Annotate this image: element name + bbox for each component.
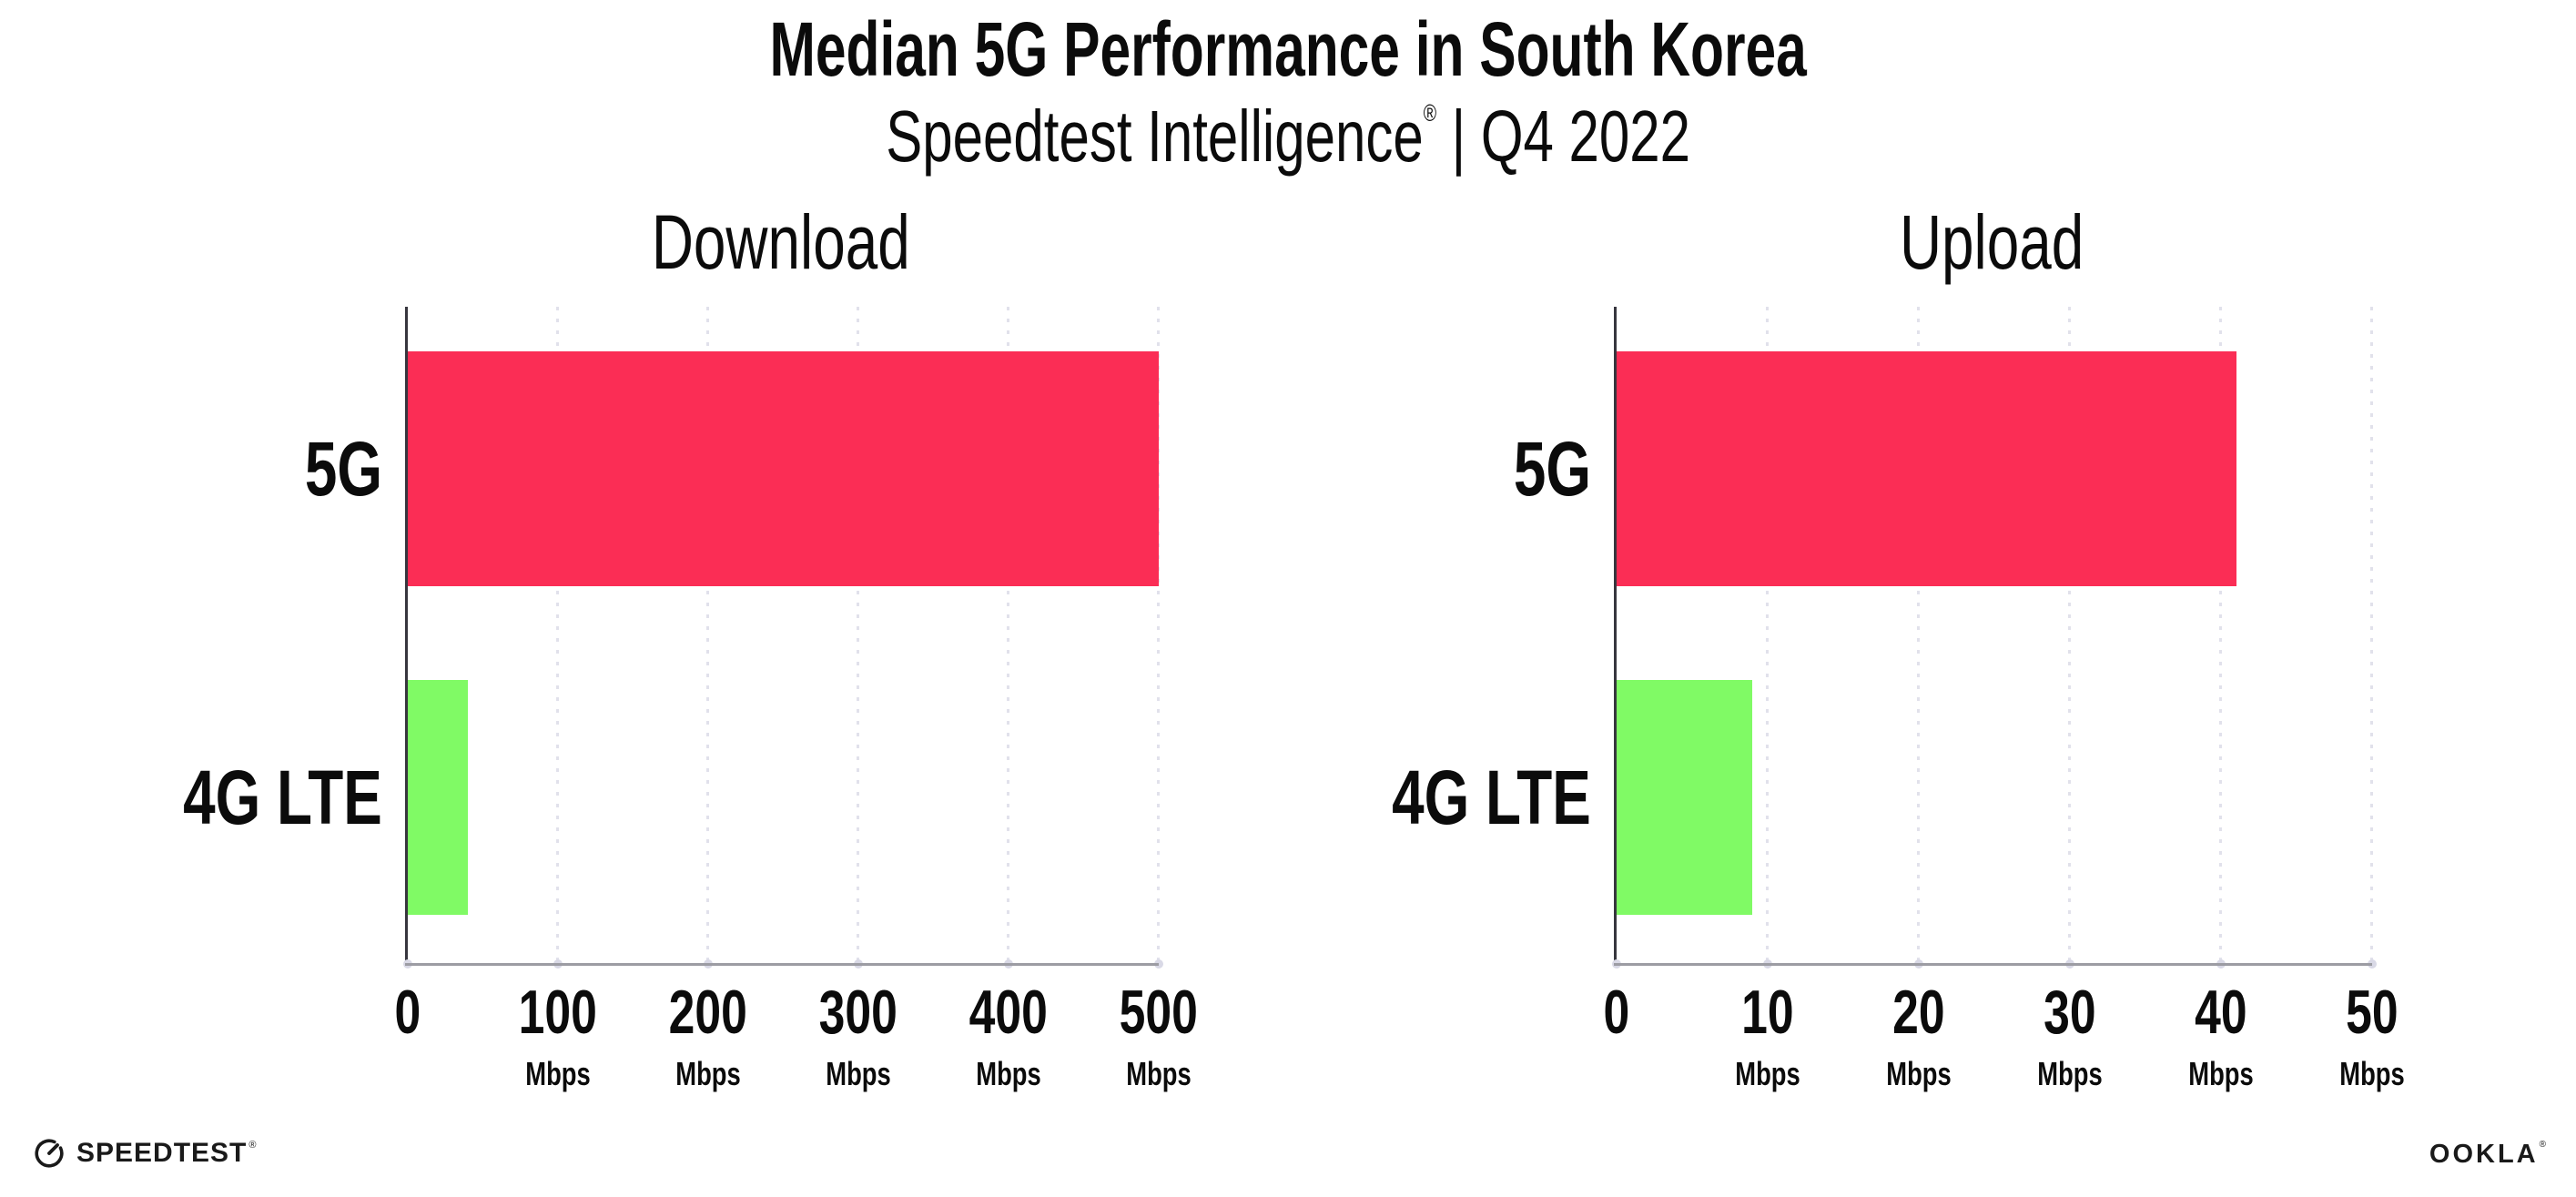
page-title-text: Median 5G Performance in South Korea: [769, 6, 1807, 92]
page-subtitle: Speedtest Intelligence® | Q4 2022: [0, 100, 2576, 173]
axis-tick-dot: [704, 959, 713, 969]
bar-4g-lte: [1617, 680, 1753, 915]
axis-tick-dot: [854, 959, 863, 969]
speedtest-gauge-icon: [35, 1139, 64, 1168]
axis-tick-dot: [1154, 959, 1163, 969]
subtitle-brand: Speedtest Intelligence: [886, 96, 1424, 177]
axis-tick-dot: [1004, 959, 1013, 969]
upload-chart-title: Upload: [1899, 199, 2084, 285]
gridline: [1766, 307, 1769, 963]
x-tick-unit: Mbps: [1735, 1055, 1800, 1092]
gridline: [706, 307, 709, 963]
speedtest-registered-mark: ®: [248, 1140, 257, 1151]
bar-5g: [1617, 351, 2236, 586]
x-tick-label: 40 Mbps: [2084, 981, 2358, 1090]
gridline: [1007, 307, 1009, 963]
x-tick-label: 100 Mbps: [421, 981, 695, 1090]
x-tick-value: 500: [1119, 978, 1199, 1047]
axis-tick-dot: [1763, 959, 1772, 969]
x-tick-value: 10: [1741, 978, 1794, 1047]
x-tick-unit: Mbps: [2037, 1055, 2103, 1092]
category-label-4g-lte: 4G LTE: [183, 755, 382, 840]
bar-5g: [408, 351, 1159, 586]
x-tick-unit: Mbps: [826, 1055, 891, 1092]
ookla-registered-mark: ®: [2539, 1140, 2546, 1150]
speedtest-logo-text: SPEEDTEST: [76, 1138, 248, 1168]
x-tick-value: 400: [969, 978, 1049, 1047]
gridline: [2370, 307, 2373, 963]
download-plot-area: 0 100 Mbps 200 Mbps 300 Mbps 400 Mbps 500 Mbps 5G 4G…: [183, 307, 1198, 1090]
speedtest-logo: SPEEDTEST ®: [33, 1135, 256, 1172]
upload-plot-area: 0 10 Mbps 20 Mbps 30 Mbps 40 Mbps 50 Mbps 5G 4G LTE: [1392, 307, 2405, 1090]
x-tick-label: 0: [271, 981, 544, 1043]
axis-tick-dot: [2368, 959, 2377, 969]
category-label-5g: 5G: [1513, 426, 1591, 512]
category-label-5g: 5G: [304, 426, 382, 512]
ookla-logo-text: OOKLA: [2429, 1140, 2539, 1169]
x-tick-unit: Mbps: [1126, 1055, 1192, 1092]
gridline: [2219, 307, 2222, 963]
subtitle-period: | Q4 2022: [1451, 96, 1690, 177]
x-tick-unit: Mbps: [2188, 1055, 2254, 1092]
category-label-4g-lte: 4G LTE: [1392, 755, 1591, 840]
gridline: [1157, 307, 1160, 963]
x-tick-value: 200: [668, 978, 748, 1047]
x-tick-label: 0: [1480, 981, 1753, 1043]
axis-tick-dot: [2065, 959, 2074, 969]
x-tick-value: 300: [818, 978, 898, 1047]
registered-mark: ®: [1423, 99, 1436, 127]
x-tick-label: 50 Mbps: [2236, 981, 2509, 1090]
bar-4g-lte: [408, 680, 468, 915]
x-tick-value: 100: [518, 978, 598, 1047]
x-tick-unit: Mbps: [2339, 1055, 2405, 1092]
x-tick-unit: Mbps: [525, 1055, 591, 1092]
gridline: [556, 307, 559, 963]
x-tick-value: 20: [1892, 978, 1945, 1047]
x-tick-unit: Mbps: [976, 1055, 1041, 1092]
x-tick-label: 10 Mbps: [1631, 981, 1904, 1090]
x-tick-label: 400 Mbps: [872, 981, 1145, 1090]
upload-chart-panel: Upload 0 10 Mbps 20 Mbps 30 Mbps 40 Mbps 50 Mbps 5G…: [1392, 0, 2405, 1197]
download-chart-panel: Download 0 100 Mbps 200 Mbps 300 Mbps 400 Mbps 50…: [183, 0, 1198, 1197]
axis-tick-dot: [553, 959, 563, 969]
axis-tick-dot: [403, 959, 412, 969]
x-tick-label: 30 Mbps: [1933, 981, 2206, 1090]
x-tick-value: 0: [394, 978, 421, 1047]
x-tick-label: 500 Mbps: [1022, 981, 1295, 1090]
x-tick-unit: Mbps: [675, 1055, 741, 1092]
x-tick-label: 200 Mbps: [572, 981, 845, 1090]
x-tick-label: 300 Mbps: [722, 981, 995, 1090]
download-chart-title: Download: [651, 199, 910, 285]
axis-tick-dot: [1914, 959, 1923, 969]
x-tick-unit: Mbps: [1886, 1055, 1952, 1092]
gridline: [857, 307, 859, 963]
x-tick-value: 0: [1603, 978, 1630, 1047]
x-tick-value: 30: [2044, 978, 2096, 1047]
page-title: Median 5G Performance in South Korea: [0, 11, 2576, 87]
x-tick-value: 40: [2195, 978, 2247, 1047]
axis-tick-dot: [1612, 959, 1621, 969]
ookla-logo: OOKLA ®: [2429, 1140, 2546, 1169]
gridline: [2068, 307, 2071, 963]
gridline: [1917, 307, 1920, 963]
x-tick-label: 20 Mbps: [1782, 981, 2055, 1090]
x-tick-value: 50: [2346, 978, 2399, 1047]
axis-tick-dot: [2216, 959, 2226, 969]
